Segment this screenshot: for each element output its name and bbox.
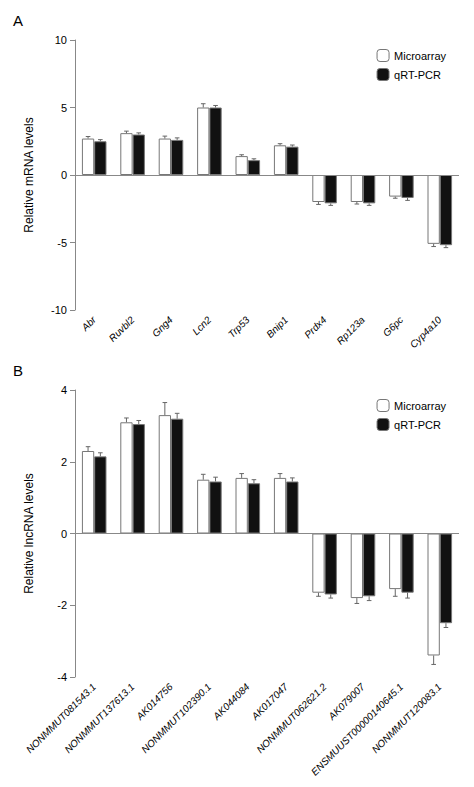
svg-text:Lcn2: Lcn2 <box>190 314 213 337</box>
svg-text:AK079007: AK079007 <box>326 681 367 722</box>
svg-text:G6pc: G6pc <box>381 314 406 339</box>
svg-text:NONMMUT081543.1: NONMMUT081543.1 <box>24 681 98 755</box>
svg-text:NONMMUT137613.1: NONMMUT137613.1 <box>62 681 136 755</box>
svg-text:Prdx4: Prdx4 <box>302 314 329 341</box>
svg-text:NONMMUT102390.1: NONMMUT102390.1 <box>139 681 213 755</box>
svg-text:-4: -4 <box>57 671 67 683</box>
svg-text:Microarray: Microarray <box>394 400 446 412</box>
svg-text:0: 0 <box>61 528 67 540</box>
svg-text:A: A <box>13 12 23 29</box>
svg-text:4: 4 <box>61 384 67 396</box>
svg-text:Rp123a: Rp123a <box>334 314 367 347</box>
svg-text:NONMMUT120083.1: NONMMUT120083.1 <box>370 681 444 755</box>
svg-text:10: 10 <box>55 34 67 46</box>
svg-text:-10: -10 <box>51 304 67 316</box>
svg-text:Gng4: Gng4 <box>150 314 175 339</box>
svg-text:ENSMUUST00000140645.1: ENSMUUST00000140645.1 <box>308 681 406 778</box>
svg-text:Ruvbl2: Ruvbl2 <box>107 314 137 344</box>
svg-text:Trp53: Trp53 <box>226 314 252 340</box>
svg-text:AK044084: AK044084 <box>210 681 252 723</box>
svg-text:qRT-PCR: qRT-PCR <box>394 69 441 81</box>
svg-text:-5: -5 <box>57 237 67 249</box>
svg-text:Microarray: Microarray <box>394 50 446 62</box>
svg-text:Abr: Abr <box>79 314 99 334</box>
svg-text:-2: -2 <box>57 599 67 611</box>
svg-text:Bnip1: Bnip1 <box>264 314 290 340</box>
svg-text:AK014756: AK014756 <box>134 681 175 722</box>
svg-text:B: B <box>13 362 23 379</box>
svg-text:qRT-PCR: qRT-PCR <box>394 419 441 431</box>
svg-text:0: 0 <box>61 169 67 181</box>
svg-text:Relative mRNA levels: Relative mRNA levels <box>22 117 36 232</box>
svg-text:NONMMUT062621.2: NONMMUT062621.2 <box>254 681 328 755</box>
svg-text:Cyp4a10: Cyp4a10 <box>408 314 444 350</box>
svg-text:5: 5 <box>61 102 67 114</box>
svg-text:2: 2 <box>61 456 67 468</box>
svg-text:AK017047: AK017047 <box>249 681 291 722</box>
svg-text:Relative lncRNA levels: Relative lncRNA levels <box>22 473 36 594</box>
